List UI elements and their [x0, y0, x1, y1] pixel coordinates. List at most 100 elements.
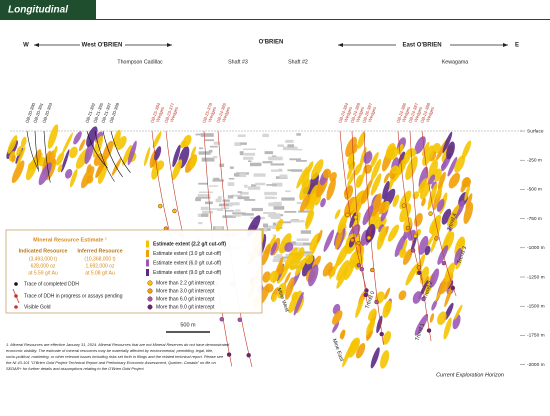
ore-lens	[427, 193, 435, 211]
ore-lens	[296, 166, 308, 189]
workings	[269, 213, 275, 218]
ore-lens	[436, 199, 445, 212]
ore-lens	[261, 243, 271, 266]
ore-lens	[69, 146, 78, 159]
workings	[298, 210, 309, 213]
ore-lens	[347, 155, 355, 166]
workings	[219, 163, 225, 167]
workings	[264, 196, 275, 200]
ore-lens	[329, 256, 342, 280]
ore-lens	[443, 317, 452, 340]
ore-lens	[264, 283, 274, 293]
hole-trace	[409, 130, 432, 342]
ore-lens	[336, 260, 349, 281]
ore-lens	[454, 155, 466, 173]
workings	[232, 214, 241, 217]
workings	[195, 197, 201, 202]
ore-lens	[346, 164, 354, 180]
workings	[272, 258, 286, 263]
ore-lens	[430, 230, 440, 253]
intercept	[356, 241, 361, 246]
depth-label: -750 m	[527, 216, 542, 222]
ore-lens	[387, 224, 400, 242]
scale-label: 500 m	[180, 322, 196, 328]
ore-lens	[122, 144, 133, 166]
place-label: Shaft #3	[228, 59, 248, 65]
extent-label: Estimate extent (2.2 g/t cut-off)	[153, 241, 226, 247]
intercept	[359, 266, 364, 272]
ore-lens	[269, 270, 279, 283]
intercept-label: More than 2.2 g/t intercept	[156, 280, 215, 286]
workings	[272, 222, 277, 226]
workings	[291, 169, 303, 172]
ore-lens	[370, 152, 379, 169]
workings	[209, 185, 219, 187]
hole-trace	[363, 130, 384, 345]
intercept	[416, 265, 422, 270]
depth-label: -1250 m	[527, 274, 545, 280]
workings	[285, 190, 291, 193]
ore-lens	[355, 174, 363, 188]
hole-note: Wedges	[155, 106, 165, 122]
intercept-swatch	[147, 296, 153, 302]
depth-label: -1500 m	[527, 303, 545, 309]
ore-lens	[370, 173, 382, 196]
ore-lens	[399, 248, 407, 258]
workings	[240, 142, 247, 145]
arrowhead	[167, 43, 172, 47]
ore-lens	[464, 184, 471, 201]
legend-heading: Mineral Resource Estimate ¹	[33, 236, 107, 243]
workings	[222, 215, 236, 218]
intercept-swatch	[147, 288, 153, 294]
workings	[231, 194, 242, 197]
trend-label: Trend 4	[446, 213, 458, 232]
ore-lens	[102, 140, 114, 161]
workings	[197, 194, 211, 198]
workings	[237, 196, 250, 200]
ore-lens	[343, 185, 351, 196]
intercept	[413, 233, 418, 239]
workings	[243, 156, 254, 160]
hole-trace	[421, 130, 457, 297]
ore-lens	[152, 131, 162, 149]
workings	[229, 202, 240, 206]
workings	[250, 184, 257, 189]
ore-lens	[437, 245, 449, 265]
workings	[200, 133, 214, 137]
ore-lens	[428, 159, 438, 180]
workings	[234, 209, 241, 212]
workings	[298, 251, 313, 254]
workings	[284, 210, 297, 213]
intercept	[405, 225, 411, 231]
trace-label: Trace of DDH in progress or assays pendi…	[24, 293, 123, 299]
hole-note: Wedges	[425, 106, 435, 122]
ore-lens	[366, 319, 375, 335]
ore-lens	[299, 179, 311, 201]
ore-lens	[320, 198, 326, 208]
ore-lens	[382, 330, 392, 345]
depth-label: -2000 m	[527, 362, 545, 368]
indicated-label: Indicated Resource	[19, 248, 68, 254]
ore-lens	[65, 169, 73, 179]
workings	[247, 160, 252, 163]
ore-lens	[284, 242, 294, 252]
ore-lens	[171, 159, 183, 181]
extent-label: Estimate extent (6.0 g/t cut-off)	[153, 260, 222, 266]
intercept	[410, 248, 416, 253]
workings	[289, 220, 305, 223]
workings	[285, 139, 294, 143]
ore-lens	[347, 339, 359, 358]
ore-lens	[429, 268, 440, 288]
ore-lens	[322, 168, 332, 179]
workings	[296, 133, 301, 136]
arrowhead	[503, 43, 508, 47]
intercept	[450, 285, 456, 291]
ore-lens	[424, 245, 431, 256]
ore-lens	[55, 152, 65, 166]
workings	[293, 148, 303, 151]
arrowhead	[338, 43, 343, 47]
hole-note: Wedges	[207, 106, 217, 122]
workings	[263, 211, 276, 215]
ore-lens	[397, 144, 404, 155]
ore-lens	[326, 178, 336, 201]
